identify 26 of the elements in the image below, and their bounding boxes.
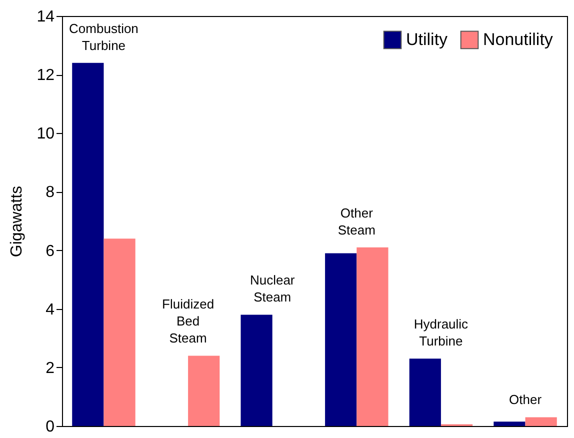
x-tick-label: Other	[509, 392, 542, 408]
y-tick-label: 8	[46, 184, 55, 202]
bar	[104, 238, 136, 426]
bar	[72, 62, 104, 426]
y-tick-label: 14	[36, 8, 55, 26]
y-tick-label: 0	[46, 418, 55, 436]
y-tick-label: 2	[46, 360, 55, 377]
bar	[240, 314, 272, 426]
x-tick-label: Other Steam	[338, 205, 376, 238]
y-tick-label: 4	[46, 301, 55, 318]
x-tick-label: Nuclear Steam	[250, 272, 296, 305]
x-tick-label: Hydraulic Turbine	[414, 316, 469, 349]
x-tick-label: Combustion Turbine	[69, 20, 138, 53]
y-tick-label: 12	[36, 67, 55, 84]
x-tick-label: Fluidized Bed Steam	[162, 296, 214, 346]
bar	[525, 417, 557, 426]
bar	[356, 247, 388, 426]
bar	[409, 358, 441, 426]
bar	[325, 253, 357, 426]
y-tick-label: 10	[36, 126, 55, 143]
bar	[494, 422, 526, 426]
legend-label: Utility	[406, 30, 448, 49]
legend-label: Nonutility	[483, 30, 554, 49]
y-axis-title: Gigawatts	[8, 186, 26, 258]
y-tick-label: 6	[46, 242, 55, 260]
bar	[188, 356, 220, 426]
